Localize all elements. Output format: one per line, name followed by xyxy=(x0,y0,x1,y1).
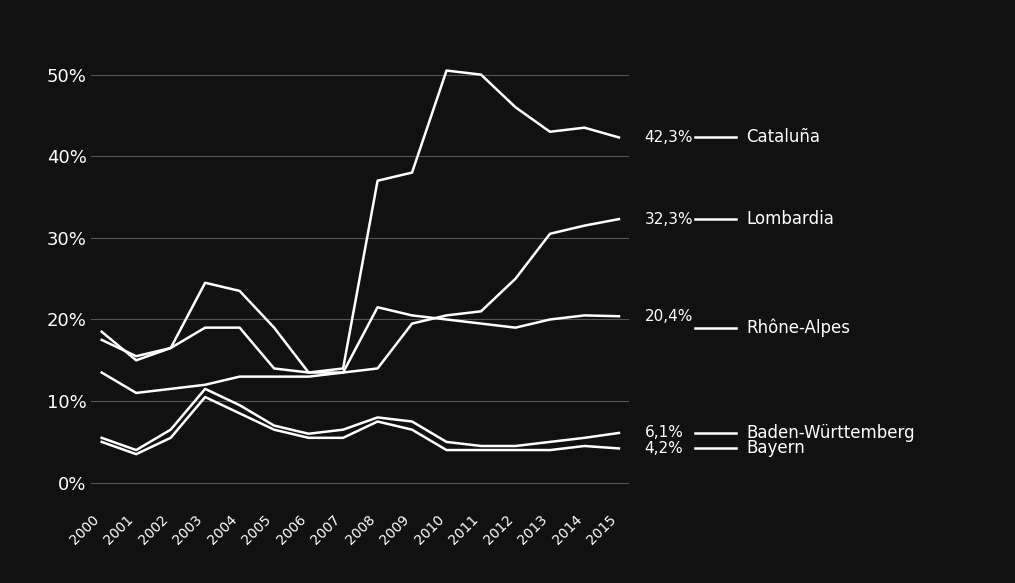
Text: 20,4%: 20,4% xyxy=(645,309,693,324)
Text: 4,2%: 4,2% xyxy=(645,441,683,456)
Text: 32,3%: 32,3% xyxy=(645,212,693,227)
Text: 6,1%: 6,1% xyxy=(645,426,683,440)
Text: Rhône-Alpes: Rhône-Alpes xyxy=(746,318,850,337)
Text: Bayern: Bayern xyxy=(746,440,805,458)
Text: 42,3%: 42,3% xyxy=(645,130,693,145)
Text: Cataluña: Cataluña xyxy=(746,128,820,146)
Text: Lombardia: Lombardia xyxy=(746,210,834,228)
Text: Baden-Württemberg: Baden-Württemberg xyxy=(746,424,915,442)
